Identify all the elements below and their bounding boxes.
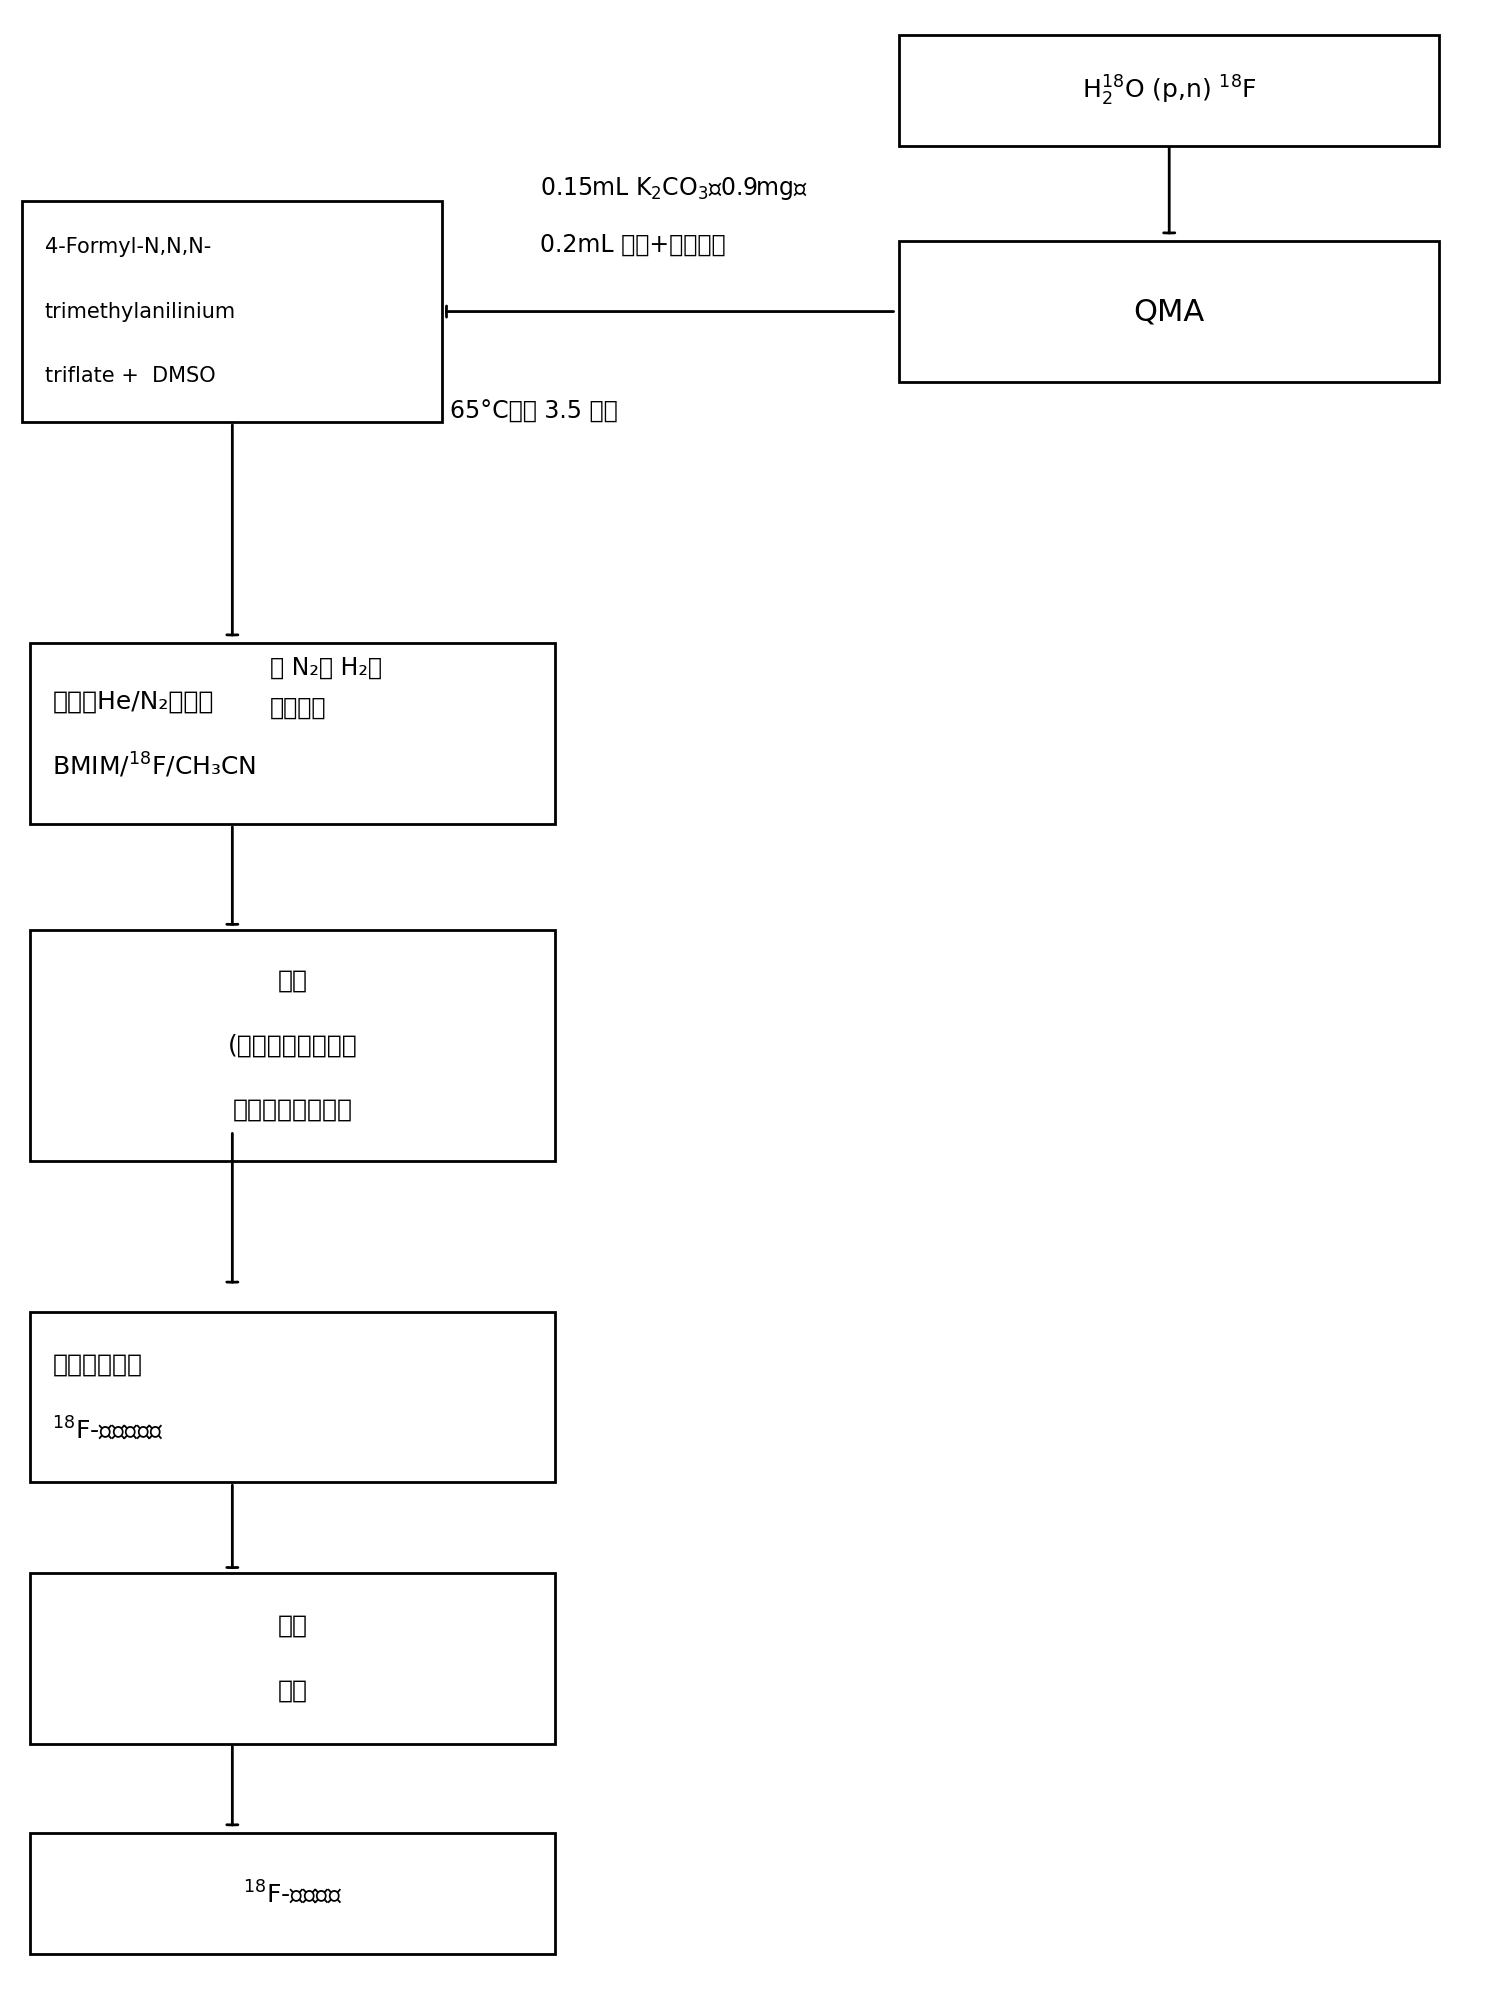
Text: trimethylanilinium: trimethylanilinium [45, 302, 237, 322]
Text: 0.2mL 乙脹+离子液体: 0.2mL 乙脹+离子液体 [540, 233, 726, 257]
Text: 4-Formyl-N,N,N-: 4-Formyl-N,N,N- [45, 237, 211, 257]
Text: $^{18}$F-标记产物: $^{18}$F-标记产物 [243, 1879, 342, 1907]
Text: 前体: 前体 [277, 969, 307, 993]
Text: 65°C干燥 3.5 分钟: 65°C干燥 3.5 分钟 [450, 400, 618, 424]
Text: 剂要求加入前体）: 剂要求加入前体） [232, 1097, 352, 1122]
FancyBboxPatch shape [30, 929, 555, 1162]
FancyBboxPatch shape [30, 1572, 555, 1745]
Text: 带保护基团的: 带保护基团的 [52, 1353, 142, 1377]
FancyBboxPatch shape [899, 241, 1439, 382]
Text: triflate +  DMSO: triflate + DMSO [45, 366, 216, 386]
Text: 护下加热: 护下加热 [270, 695, 327, 720]
Text: 纯化: 纯化 [277, 1678, 307, 1702]
FancyBboxPatch shape [899, 34, 1439, 147]
Text: 水解: 水解 [277, 1614, 307, 1638]
Text: (按照合成目标示踪: (按照合成目标示踪 [228, 1033, 357, 1057]
Text: BMIM/$^{18}$F/CH₃CN: BMIM/$^{18}$F/CH₃CN [52, 752, 256, 780]
Text: 标记，He/N₂，加热: 标记，He/N₂，加热 [52, 689, 214, 714]
Text: H$_2^{18}$O (p,n) $^{18}$F: H$_2^{18}$O (p,n) $^{18}$F [1082, 72, 1256, 109]
Text: QMA: QMA [1133, 297, 1205, 326]
Text: $^{18}$F-标记中间体: $^{18}$F-标记中间体 [52, 1415, 163, 1443]
FancyBboxPatch shape [22, 201, 442, 422]
Text: 在 N₂或 H₂保: 在 N₂或 H₂保 [270, 655, 382, 679]
FancyBboxPatch shape [30, 643, 555, 824]
Text: 0.15mL K$_2$CO$_3$（0.9mg）: 0.15mL K$_2$CO$_3$（0.9mg） [540, 175, 808, 203]
FancyBboxPatch shape [30, 1311, 555, 1481]
FancyBboxPatch shape [30, 1833, 555, 1954]
